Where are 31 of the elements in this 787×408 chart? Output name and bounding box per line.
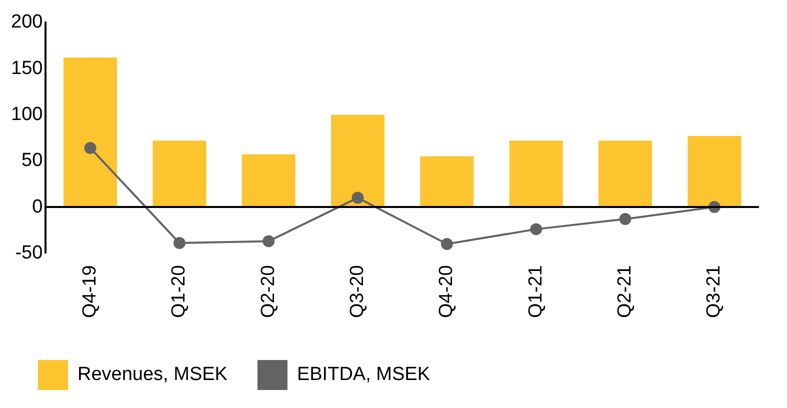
x-tick-label: Q3-21 [704, 265, 725, 318]
y-tick-label: 150 [11, 58, 43, 79]
x-tick-label: Q3-20 [347, 265, 368, 318]
y-tick-label: 200 [11, 12, 43, 33]
point [619, 213, 632, 226]
bar [420, 156, 474, 208]
point [352, 192, 364, 204]
legend-label: EBITDA, MSEK [296, 364, 430, 386]
y-tick-label: -50 [15, 242, 43, 264]
point [262, 235, 275, 248]
x-tick-label: Q2-20 [258, 265, 279, 318]
legend-label: Revenues, MSEK [78, 364, 228, 386]
bar [509, 140, 563, 208]
bar [152, 140, 206, 208]
bar [598, 140, 652, 208]
x-tick-label: Q1-21 [525, 265, 546, 318]
x-tick-label: Q2-21 [614, 265, 636, 318]
point [84, 142, 96, 154]
y-tick-label: 100 [11, 104, 43, 125]
x-tick-label: Q1-20 [168, 265, 190, 318]
bar [64, 57, 118, 208]
x-tick-label: Q4-20 [436, 265, 458, 318]
point [173, 237, 186, 250]
y-tick-label: 50 [22, 150, 43, 172]
bar [242, 154, 296, 208]
y-tick-label: 0 [32, 196, 43, 218]
bar [688, 136, 742, 208]
bar [331, 114, 385, 208]
point [440, 238, 453, 250]
point [530, 223, 542, 236]
x-tick-label: Q4-19 [80, 265, 101, 318]
